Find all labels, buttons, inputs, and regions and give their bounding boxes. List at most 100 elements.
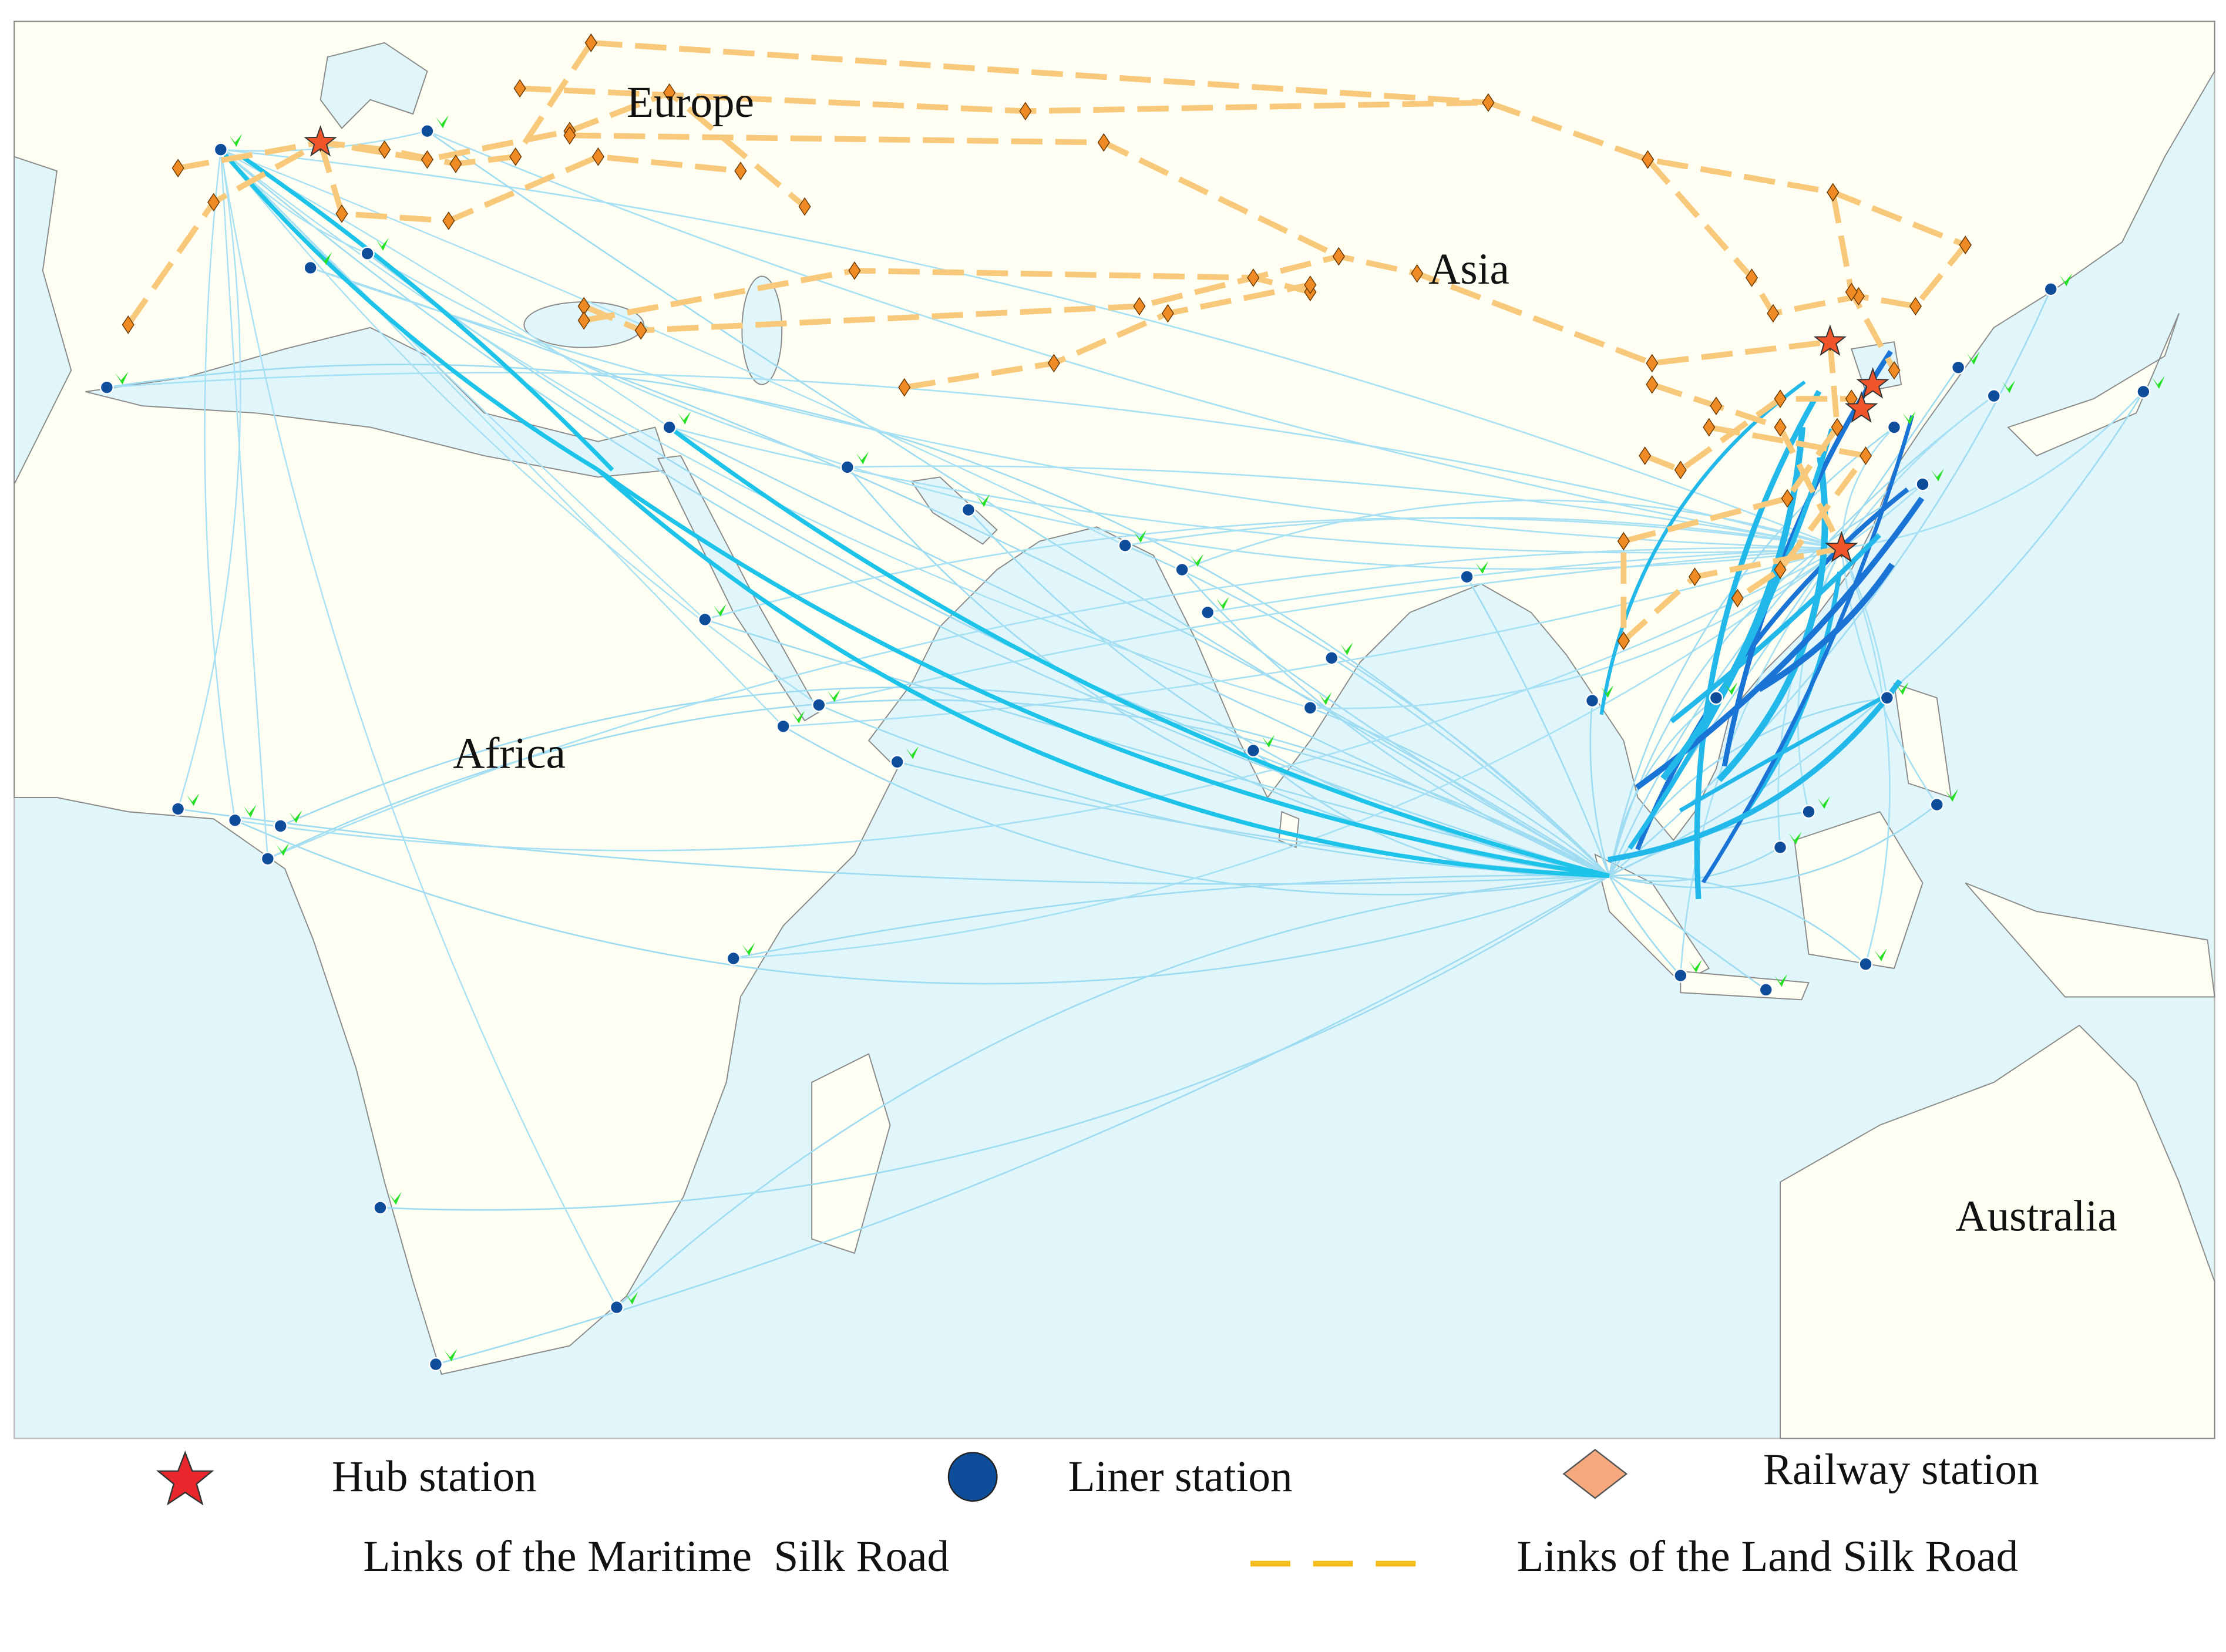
legend-label: Hub station [332,1452,537,1501]
port-marker [625,1291,638,1305]
liner-station [213,142,228,157]
liner-station [303,260,318,275]
port-marker [2002,380,2016,393]
basemap [14,21,2215,1439]
port-marker [289,810,302,823]
railway-station [584,33,597,52]
region-label: Asia [1428,245,1509,294]
port-marker [827,689,840,702]
maritime-link [234,819,1610,985]
railway-station [1019,102,1032,121]
railway-station [449,154,462,173]
railway-station [1247,268,1260,287]
railway-station [1859,446,1872,465]
port-marker [1600,685,1614,698]
railway-station [378,140,391,159]
railway-station [1646,354,1659,373]
railway-station [848,261,861,280]
railway-station [1888,361,1901,380]
maritime-link [1608,426,1895,876]
maritime-trunk [1757,563,1895,692]
liner-station [1585,693,1600,708]
railway-station [591,147,604,166]
railway-station [1332,247,1345,266]
maritime-link [366,253,1610,877]
maritime-link [177,808,1610,885]
legend-railway-icon [1562,1449,1628,1499]
railway-station [1781,489,1794,508]
railway-station [1745,268,1758,287]
port-marker [319,252,332,265]
maritime-link [204,149,236,820]
port-marker [906,746,919,759]
legend-label: Links of the Maritime Silk Road [363,1532,949,1581]
port-marker [977,494,990,507]
land-link [1622,382,1845,643]
maritime-link [220,149,819,706]
maritime-trunk [1670,533,1881,724]
liner-station [1246,743,1260,758]
railway-station [1482,93,1495,112]
railway-station [1617,631,1630,651]
railway-station [1959,235,1972,255]
liner-station [812,698,826,712]
maritime-link [733,874,1610,960]
railway-station [1767,304,1780,323]
railway-station [798,197,811,216]
liner-station [1858,957,1873,971]
liner-station [1951,360,1966,375]
port-marker [1262,735,1275,748]
railway-station [335,204,348,223]
liner-station [961,503,976,517]
maritime-link [733,547,1842,960]
maritime-link [1608,875,1682,977]
port-marker [856,451,869,465]
maritime-link [1840,548,1938,805]
maritime-link [1207,611,1610,877]
liner-station [1915,477,1930,492]
maritime-link [782,725,1610,896]
port-marker [2151,376,2165,389]
region-label: Africa [453,729,566,778]
port-marker [713,604,727,617]
liner-station [1801,805,1816,819]
port-marker [2059,273,2073,287]
railway-station [1646,375,1659,394]
liner-station [273,819,288,833]
stations-layer [99,33,2165,1372]
liner-station [1709,691,1724,705]
region-label: Australia [1955,1192,2117,1240]
maritime-trunk [597,468,1610,878]
railway-station [509,147,522,166]
japan [2007,313,2180,457]
port-marker [1945,789,1959,802]
railway-station [1097,133,1110,152]
legend-label: Railway station [1763,1445,2039,1494]
liner-station [1460,570,1474,584]
port-marker [1931,468,1944,482]
liner-station [1879,691,1895,705]
maritime-link [426,130,1610,877]
maritime-link [1608,395,1995,876]
land-link [583,267,1312,324]
railway-station [1641,150,1655,169]
port-marker [243,805,257,817]
liner-station [662,420,677,435]
maritime-link [267,547,1842,860]
port-marker [1774,974,1788,987]
region-label: Europe [627,78,754,127]
railway-station [442,211,455,230]
liner-station [428,1357,443,1372]
port-marker [1689,960,1702,973]
port-marker [1216,597,1229,610]
land-link [177,89,807,209]
legend: Hub station Liner station Railway statio… [85,1445,2039,1581]
baltic [320,42,428,129]
maritime-link [366,253,1842,570]
land-link [590,40,1489,106]
maritime-link [106,364,1610,877]
maritime-link [220,149,1126,546]
new-guinea [1965,882,2215,998]
legend-label: Liner station [1068,1452,1293,1501]
maritime-trunk [219,148,600,472]
